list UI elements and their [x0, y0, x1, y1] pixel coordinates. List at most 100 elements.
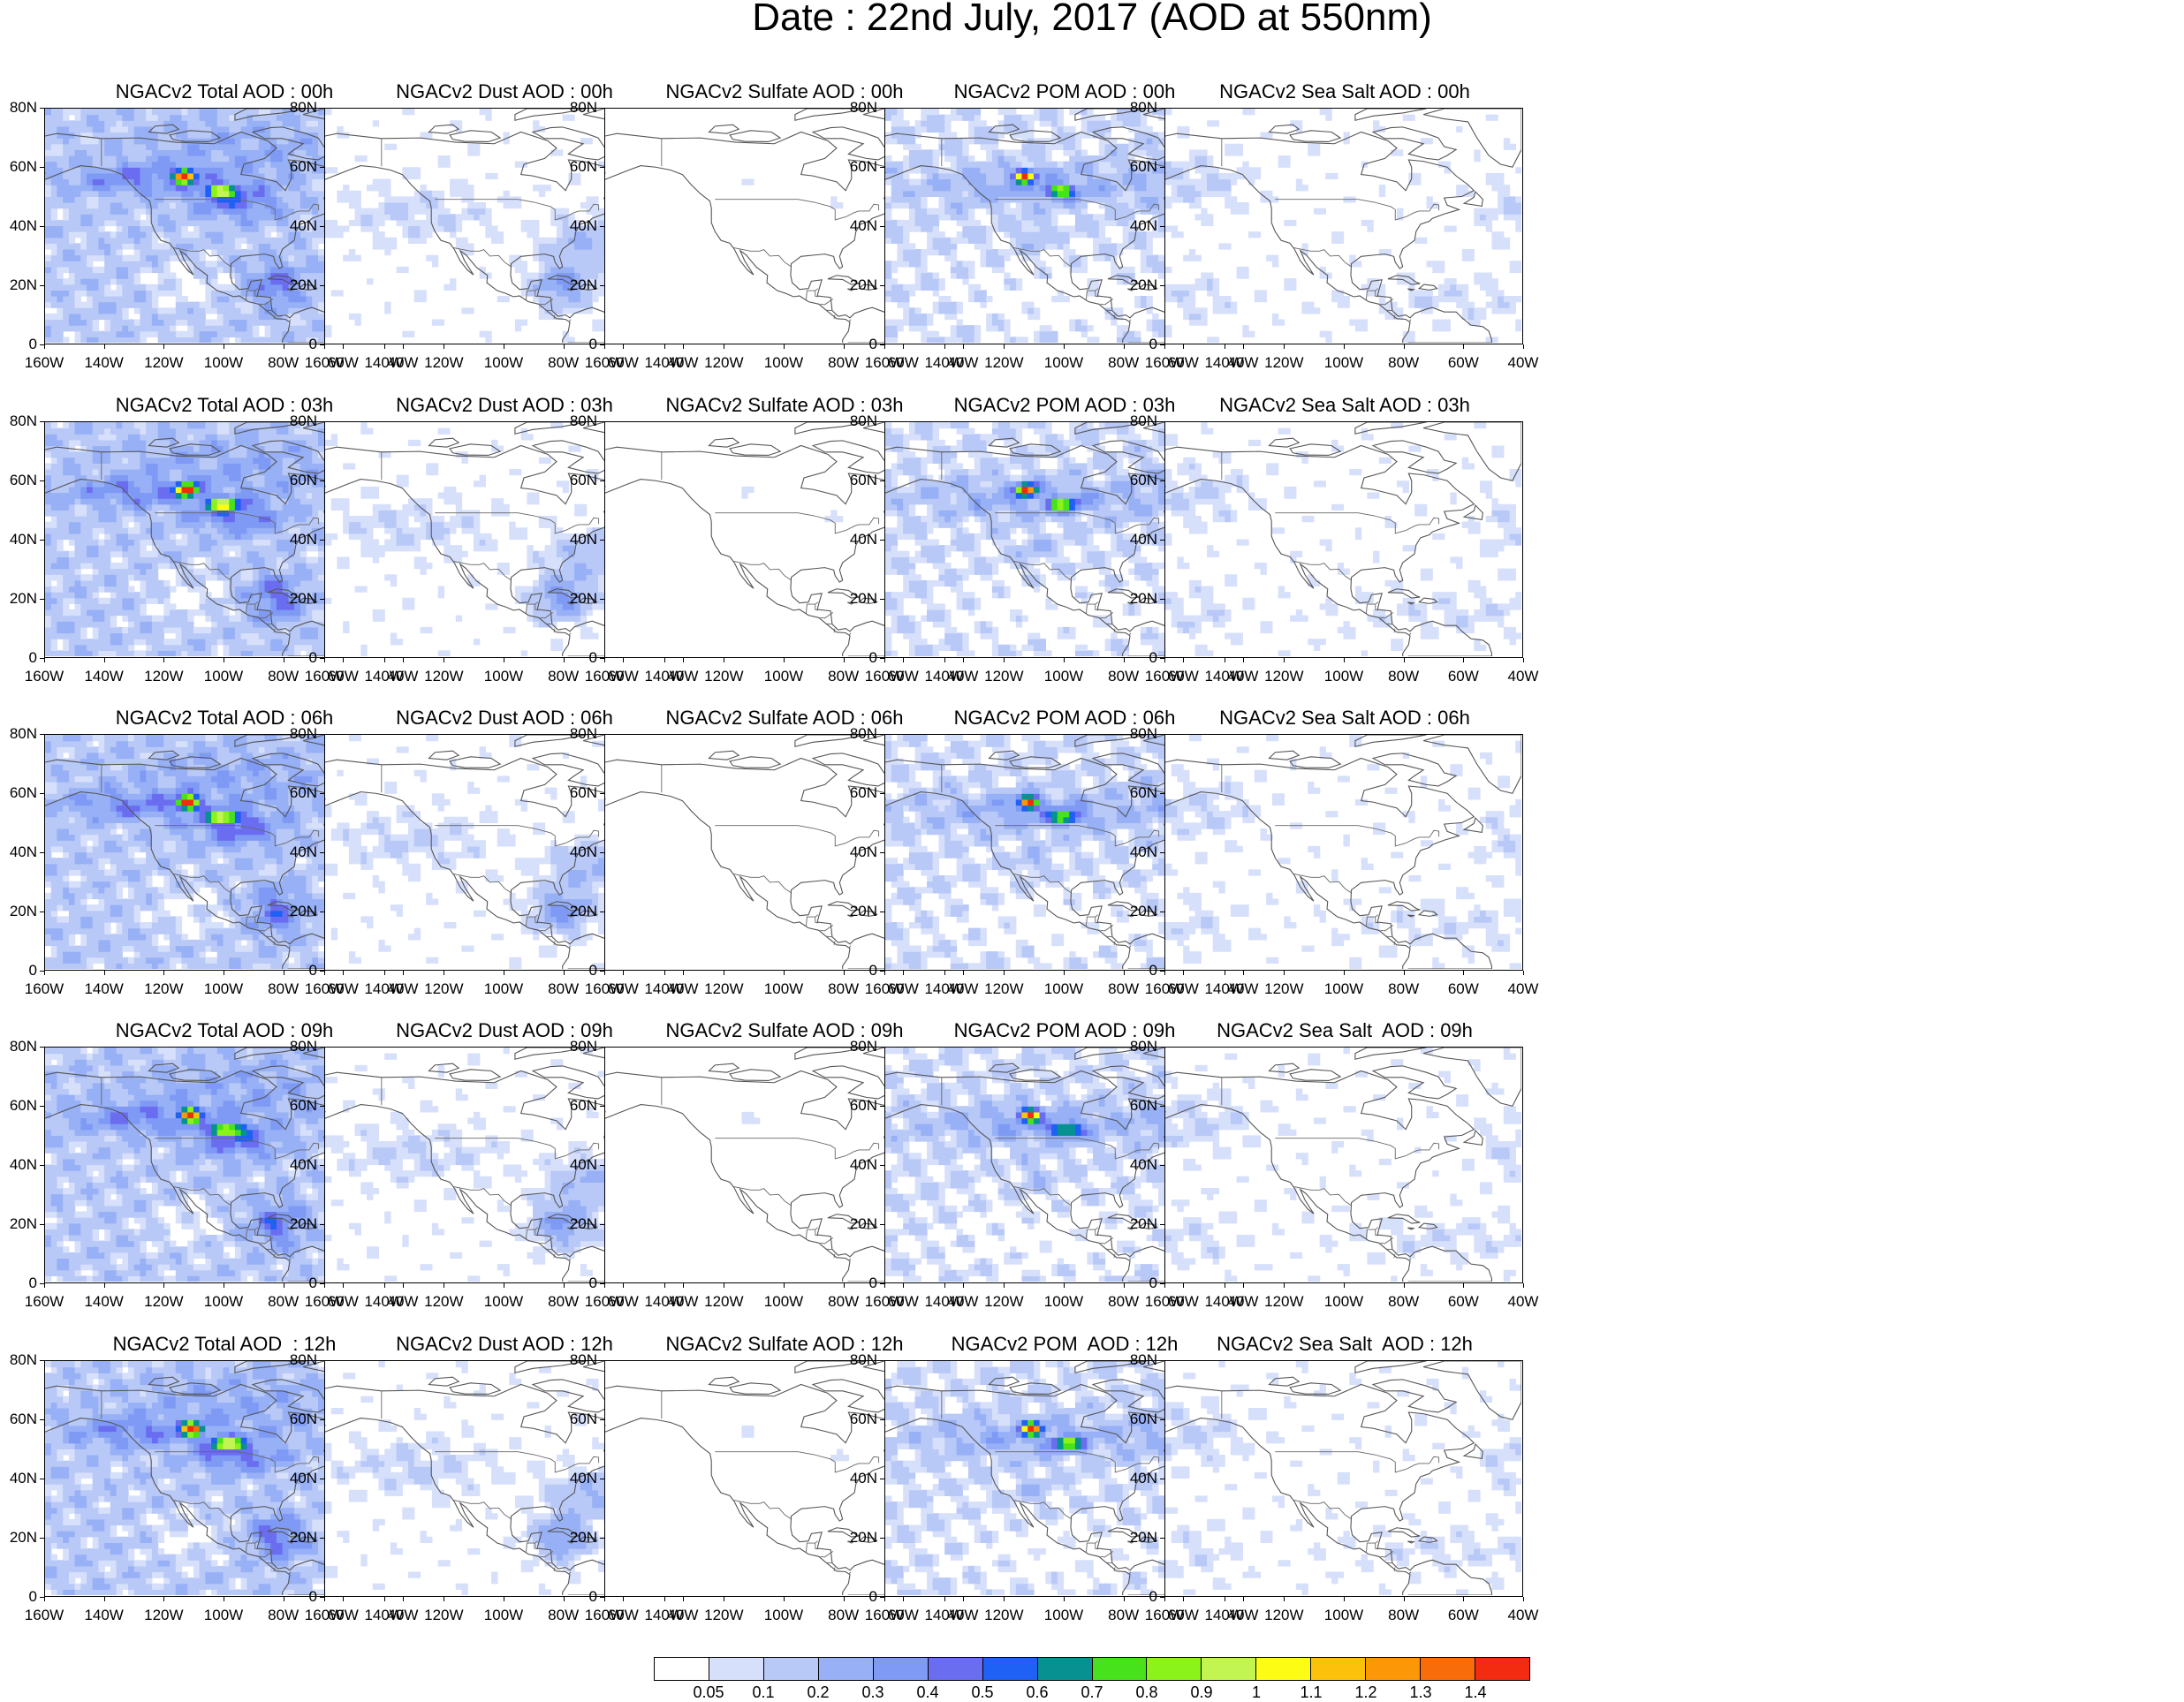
- lat-tick-label: 80N: [2, 100, 37, 116]
- lat-tick-label: 60N: [842, 159, 877, 175]
- lon-tick-mark: [1523, 344, 1524, 349]
- lon-tick-label: 160W: [578, 981, 631, 997]
- lon-tick-label: 100W: [477, 669, 530, 685]
- lat-tick-mark: [1160, 1047, 1164, 1048]
- lon-tick-label: 120W: [1257, 1607, 1310, 1623]
- lon-tick-mark: [104, 344, 105, 349]
- lat-tick-label: 60N: [1122, 1098, 1157, 1114]
- lon-tick-label: 80W: [1377, 1607, 1430, 1623]
- lon-tick-label: 40W: [1497, 1294, 1550, 1310]
- lat-tick-label: 80N: [2, 1352, 37, 1368]
- aod-field: [1165, 735, 1521, 969]
- lat-tick-mark: [600, 167, 604, 168]
- lon-tick-label: 140W: [78, 1294, 131, 1310]
- lon-tick-mark: [1344, 971, 1345, 975]
- lat-tick-label: 40N: [282, 532, 317, 548]
- island-outline: [730, 131, 780, 142]
- panel-title: NGACv2 Sea Salt AOD : 03h: [1164, 395, 1525, 416]
- lat-tick-mark: [880, 108, 884, 109]
- lat-tick-label: 0: [1122, 1275, 1157, 1291]
- colorbar-label: 1.2: [1339, 1684, 1392, 1700]
- lat-tick-mark: [880, 1419, 884, 1420]
- colorbar-swatch: [1421, 1658, 1475, 1680]
- lat-tick-label: 0: [1122, 1589, 1157, 1605]
- lat-tick-label: 20N: [282, 591, 317, 607]
- lon-tick-mark: [44, 971, 45, 975]
- lon-tick-mark: [384, 971, 385, 975]
- lon-tick-label: 160W: [298, 669, 351, 685]
- lat-tick-label: 0: [562, 650, 597, 666]
- lon-tick-mark: [44, 344, 45, 349]
- colorbar-label: 0.2: [792, 1684, 845, 1700]
- lon-tick-label: 80W: [1377, 669, 1430, 685]
- lon-tick-label: 140W: [1198, 981, 1251, 997]
- lat-tick-mark: [880, 285, 884, 286]
- lat-tick-mark: [600, 1419, 604, 1420]
- lon-tick-label: 120W: [977, 981, 1030, 997]
- lat-tick-label: 40N: [1122, 218, 1157, 234]
- lon-tick-label: 160W: [298, 355, 351, 371]
- colorbar-swatch: [764, 1658, 819, 1680]
- lon-tick-label: 100W: [197, 355, 250, 371]
- aod-field: [1165, 109, 1521, 343]
- lat-tick-label: 0: [2, 1275, 37, 1291]
- lon-tick-label: 140W: [358, 355, 411, 371]
- lon-tick-label: 80W: [1377, 355, 1430, 371]
- lat-tick-label: 20N: [842, 904, 877, 919]
- lon-tick-label: 60W: [1437, 669, 1490, 685]
- lat-tick-label: 80N: [562, 413, 597, 429]
- lat-tick-mark: [880, 226, 884, 227]
- lat-tick-label: 60N: [282, 473, 317, 488]
- lat-tick-mark: [880, 599, 884, 600]
- lat-tick-mark: [600, 1165, 604, 1166]
- lon-tick-mark: [324, 1597, 325, 1601]
- lon-tick-mark: [944, 344, 945, 349]
- lat-tick-mark: [880, 793, 884, 794]
- lat-tick-label: 80N: [282, 100, 317, 116]
- island-outline: [1355, 109, 1427, 120]
- lat-tick-mark: [600, 226, 604, 227]
- lat-tick-mark: [40, 540, 44, 541]
- lon-tick-label: 160W: [1138, 981, 1191, 997]
- lat-tick-mark: [880, 480, 884, 481]
- island-outline: [709, 438, 739, 447]
- lat-tick-mark: [600, 540, 604, 541]
- lat-tick-label: 60N: [2, 1098, 37, 1114]
- lon-tick-label: 100W: [757, 1294, 810, 1310]
- colorbar-swatch: [1475, 1658, 1529, 1680]
- country-border: [1394, 629, 1395, 633]
- lat-tick-label: 0: [842, 1275, 877, 1291]
- lon-tick-mark: [1344, 1597, 1345, 1601]
- lat-tick-label: 20N: [842, 591, 877, 607]
- lon-tick-mark: [44, 1283, 45, 1288]
- country-border: [1366, 1228, 1377, 1239]
- lat-tick-mark: [600, 734, 604, 735]
- lat-tick-mark: [40, 1419, 44, 1420]
- lon-tick-label: 160W: [858, 355, 911, 371]
- lon-tick-label: 140W: [78, 355, 131, 371]
- lon-tick-mark: [1064, 1597, 1065, 1601]
- lon-tick-mark: [944, 1597, 945, 1601]
- lat-tick-mark: [1160, 1106, 1164, 1107]
- country-border: [452, 1500, 512, 1519]
- island-outline: [709, 1063, 739, 1072]
- lat-tick-label: 20N: [2, 591, 37, 607]
- lat-tick-mark: [880, 852, 884, 853]
- country-border: [554, 942, 555, 946]
- lat-tick-mark: [600, 421, 604, 422]
- lat-tick-label: 40N: [1122, 1471, 1157, 1486]
- lon-tick-label: 120W: [137, 669, 190, 685]
- lon-tick-mark: [604, 344, 605, 349]
- lat-tick-label: 0: [842, 650, 877, 666]
- lon-tick-label: 120W: [137, 981, 190, 997]
- lat-tick-label: 60N: [1122, 785, 1157, 801]
- lon-tick-label: 140W: [1198, 669, 1251, 685]
- lat-tick-label: 60N: [562, 159, 597, 175]
- lon-tick-label: 100W: [477, 355, 530, 371]
- island-outline: [1355, 735, 1427, 746]
- lon-tick-mark: [1523, 1597, 1524, 1601]
- lat-tick-mark: [1160, 540, 1164, 541]
- lat-tick-label: 80N: [282, 1039, 317, 1055]
